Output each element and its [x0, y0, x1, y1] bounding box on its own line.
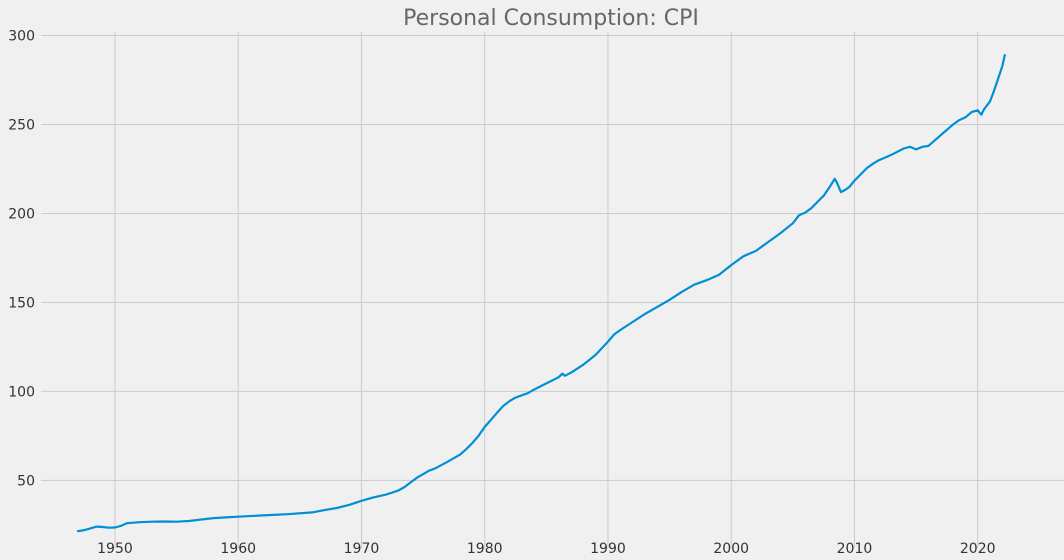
series-layer [76, 53, 1006, 533]
x-tick-label: 1960 [220, 541, 256, 557]
y-tick-label: 250 [8, 118, 35, 134]
x-tick-label: 2010 [837, 541, 873, 557]
grid-lines [41, 32, 1064, 548]
y-axis-ticks: 50 100 150 200 250 300 [8, 29, 35, 490]
cpi-series-line [76, 53, 1006, 533]
x-tick-label: 1950 [97, 541, 133, 557]
x-axis-ticks: 1950 1960 1970 1980 1990 2000 2010 2020 [97, 541, 995, 557]
x-tick-label: 2020 [960, 541, 996, 557]
y-tick-label: 200 [8, 206, 35, 222]
y-tick-label: 150 [8, 295, 35, 311]
x-tick-label: 1980 [467, 541, 503, 557]
chart-title: Personal Consumption: CPI [403, 6, 699, 31]
y-tick-label: 100 [8, 384, 35, 400]
y-tick-label: 300 [8, 29, 35, 45]
y-tick-label: 50 [17, 473, 35, 489]
x-tick-label: 1990 [590, 541, 626, 557]
x-tick-label: 2000 [713, 541, 749, 557]
x-tick-label: 1970 [344, 541, 380, 557]
